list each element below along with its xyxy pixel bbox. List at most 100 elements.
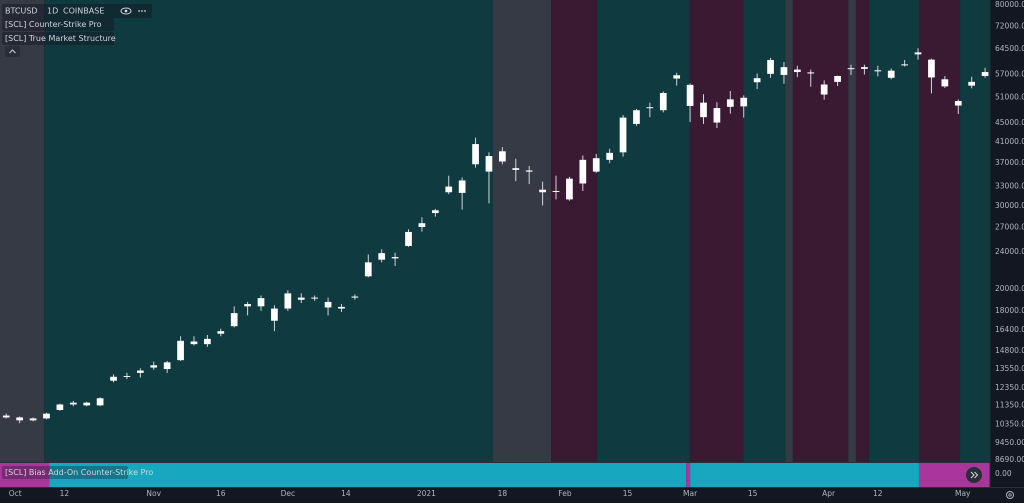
candle-body xyxy=(686,84,694,106)
candle-body xyxy=(271,308,278,321)
candle-body xyxy=(338,306,345,309)
collapse-button[interactable] xyxy=(5,46,20,57)
y-tick-label: 24000.00 xyxy=(995,247,1024,256)
candle-body xyxy=(592,158,600,172)
y-tick-label: 16400.00 xyxy=(995,325,1024,334)
candle-body xyxy=(619,117,627,153)
candle-body xyxy=(807,72,815,74)
candle-body xyxy=(230,313,238,327)
y-tick-label: 12350.00 xyxy=(995,383,1024,392)
candle-body xyxy=(539,189,546,193)
bias-panel-title[interactable]: [SCL] Bias Add-On Counter-Strike Pro xyxy=(5,468,153,477)
y-tick-label: 45000.00 xyxy=(995,118,1024,127)
candle-body xyxy=(16,417,24,421)
candle-body xyxy=(512,168,520,170)
legend-box xyxy=(2,4,152,18)
x-tick-label: 14 xyxy=(341,489,351,498)
regime-region xyxy=(868,0,919,462)
bias-region xyxy=(690,463,919,487)
candle-body xyxy=(2,415,10,418)
candle-body xyxy=(566,178,573,200)
x-tick-label: 18 xyxy=(498,489,508,498)
candle-body xyxy=(981,72,989,76)
x-tick-label: May xyxy=(955,489,971,498)
regime-region xyxy=(785,0,793,462)
y-tick-label: 9450.00 xyxy=(995,438,1024,447)
candle-body xyxy=(257,298,265,307)
candle-body xyxy=(914,52,922,55)
candle-body xyxy=(29,418,37,421)
candle-body xyxy=(405,231,412,246)
candle-body xyxy=(431,210,439,214)
regime-region xyxy=(492,0,552,462)
regime-region xyxy=(848,0,856,462)
candle-body xyxy=(901,64,908,66)
candle-body xyxy=(834,75,841,82)
candle-body xyxy=(217,331,225,334)
indicator-label[interactable]: [SCL] Counter-Strike Pro xyxy=(5,20,102,29)
candle-body xyxy=(284,293,292,309)
candle-body xyxy=(740,97,748,107)
x-tick-label: Dec xyxy=(281,489,296,498)
indicator-label[interactable]: [SCL] True Market Structure xyxy=(5,34,116,43)
indicator-box xyxy=(2,18,114,31)
candle-body xyxy=(552,190,560,192)
x-tick-label: 12 xyxy=(873,489,883,498)
regime-region xyxy=(918,0,961,462)
bias-panel xyxy=(0,463,990,487)
candle-body xyxy=(659,92,667,111)
more-icon[interactable] xyxy=(138,10,146,12)
y-tick-label: 18000.00 xyxy=(995,306,1024,315)
candle-body xyxy=(941,79,949,87)
regime-region xyxy=(551,0,598,462)
candle-body xyxy=(713,108,721,123)
candle-body xyxy=(351,296,359,298)
eye-icon[interactable] xyxy=(120,7,132,15)
y-tick-label: 33000.00 xyxy=(995,182,1024,191)
bias-region xyxy=(0,463,50,487)
y-tick-label: 80000.00 xyxy=(995,0,1024,9)
candle-body xyxy=(606,152,613,160)
candle-body xyxy=(418,223,426,227)
bias-region xyxy=(686,463,691,487)
candle-body xyxy=(324,301,332,308)
indicator-box xyxy=(2,32,114,45)
candle-body xyxy=(780,67,788,75)
symbol[interactable]: BTCUSD xyxy=(5,7,38,16)
regime-region xyxy=(0,0,45,462)
candle-body xyxy=(96,398,104,406)
candle-body xyxy=(968,81,976,86)
candle-body xyxy=(56,404,64,410)
candle-body xyxy=(874,70,882,72)
x-tick-label: 15 xyxy=(623,489,633,498)
candle-body xyxy=(204,338,211,345)
interval[interactable]: 1D xyxy=(47,7,58,16)
candle-body xyxy=(391,257,399,259)
candle-body xyxy=(136,370,144,373)
candle-body xyxy=(364,262,372,277)
y-tick-label: 11350.00 xyxy=(995,400,1024,409)
candle-body xyxy=(928,59,935,78)
candle-body xyxy=(673,75,681,79)
candle-body xyxy=(861,67,868,69)
candle-body xyxy=(499,151,506,162)
candle-body xyxy=(485,156,493,172)
exchange[interactable]: COINBASE xyxy=(63,7,104,16)
regime-region xyxy=(792,0,849,462)
y-tick-label: 27000.00 xyxy=(995,223,1024,232)
candle-body xyxy=(177,340,184,361)
scroll-to-realtime-button[interactable] xyxy=(966,467,982,483)
axes: 0.00 80000.00 72000.00 64500.00 57000.00 5100… xyxy=(9,0,1024,498)
candle-body xyxy=(83,402,91,406)
candle-body xyxy=(69,402,77,405)
candle-body xyxy=(579,159,587,184)
regime-region xyxy=(690,0,744,462)
settings-icon[interactable] xyxy=(1006,491,1014,499)
y-tick-label: 64500.00 xyxy=(995,44,1024,53)
candle-body xyxy=(297,297,305,300)
candle-body xyxy=(163,362,171,370)
x-tick-label: Oct xyxy=(9,489,22,498)
x-tick-label: Mar xyxy=(683,489,698,498)
y-tick-label: 30000.00 xyxy=(995,201,1024,210)
